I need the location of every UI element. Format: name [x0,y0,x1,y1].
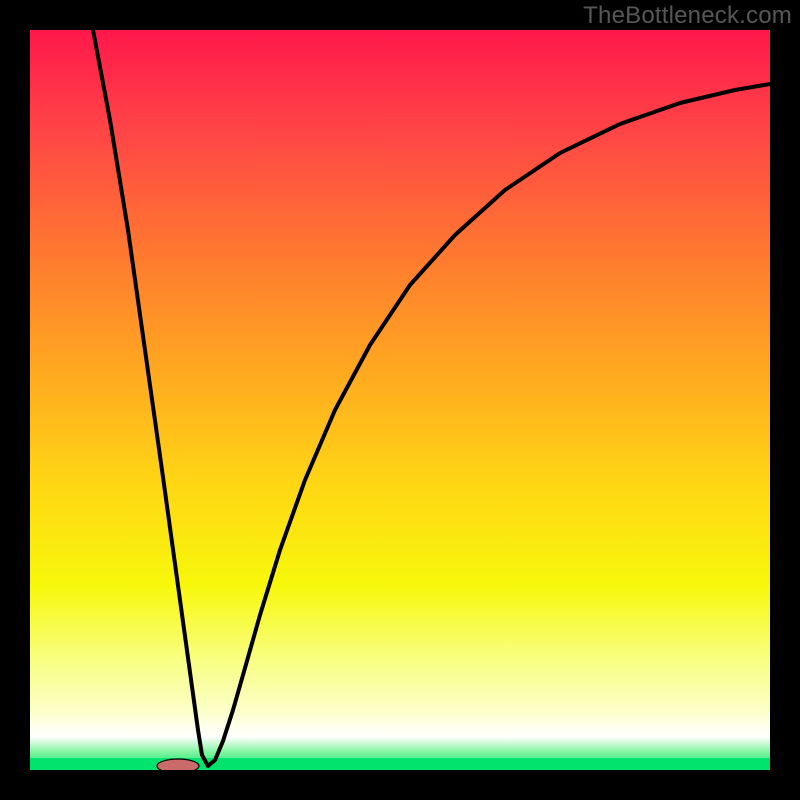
border-left [0,0,30,800]
border-bottom [0,770,800,800]
plot-area [30,30,770,770]
heat-gradient-chart [0,0,800,800]
green-band [30,758,770,770]
border-right [770,0,800,800]
attribution-text: TheBottleneck.com [583,2,792,30]
chart-stage: TheBottleneck.com [0,0,800,800]
